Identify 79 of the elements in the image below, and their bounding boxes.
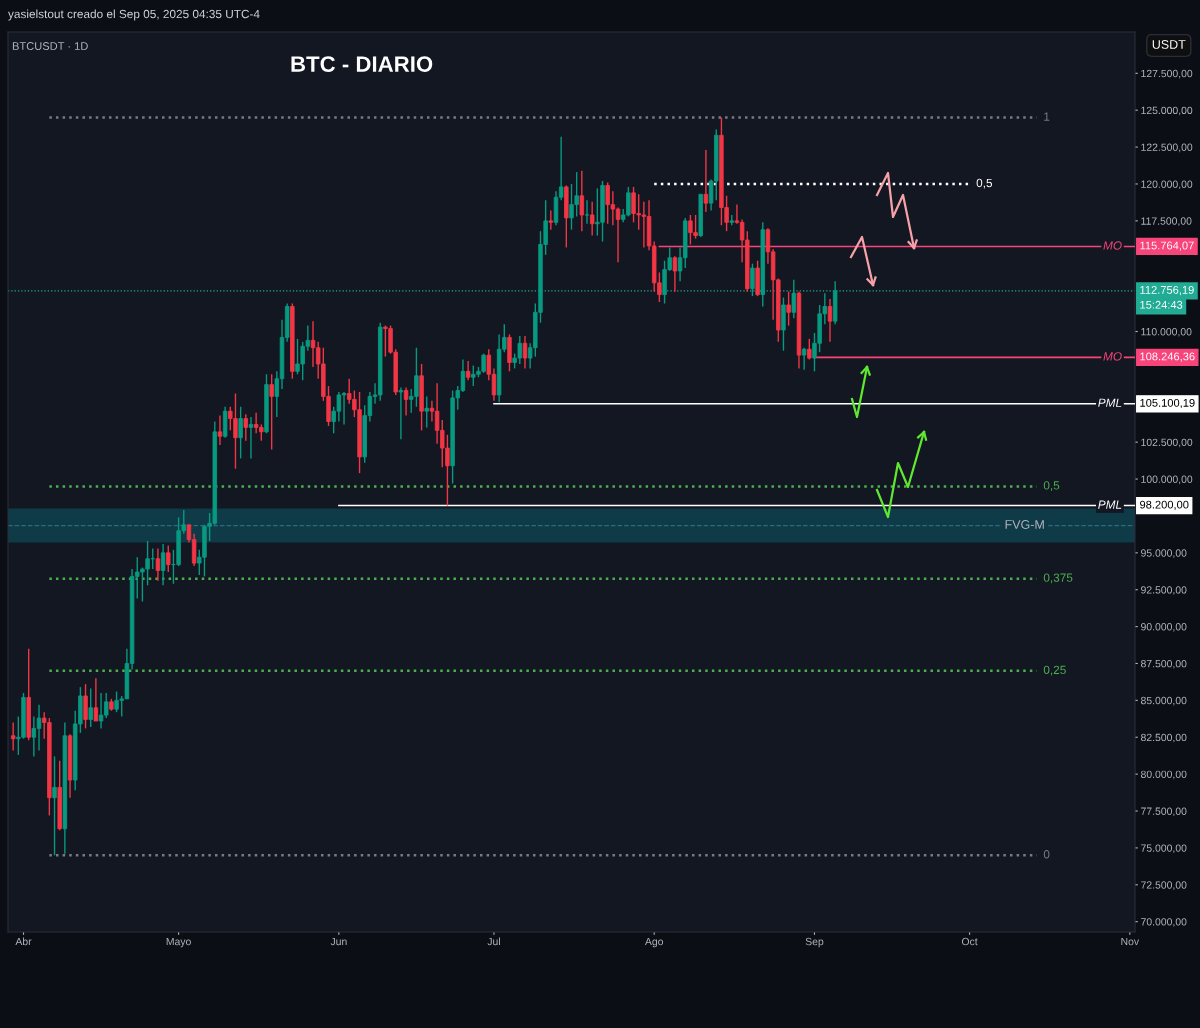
y-tick-label: 100.000,00 xyxy=(1141,475,1193,485)
x-tick-label: Oct xyxy=(961,937,978,946)
candlestick xyxy=(155,547,161,582)
candlestick xyxy=(672,255,678,293)
x-tick-label: Jul xyxy=(487,937,500,946)
series-label: 1 xyxy=(1044,112,1050,121)
candlestick xyxy=(166,544,171,573)
y-tick-label: 77.500,00 xyxy=(1141,807,1187,817)
candlestick xyxy=(827,298,833,343)
text: BTCUSDT · 1D xyxy=(12,42,88,50)
text: BTC - DIARIO xyxy=(291,56,433,72)
data-label: 108.246,36 xyxy=(1140,352,1195,362)
y-tick-label: 102.500,00 xyxy=(1141,438,1193,448)
y-tick-label: 85.000,00 xyxy=(1141,696,1187,706)
y-tick-label: 122.500,00 xyxy=(1141,143,1193,153)
candlestick xyxy=(217,414,223,446)
candlestick xyxy=(465,360,471,381)
candlestick xyxy=(52,755,57,856)
candlestick xyxy=(589,200,595,237)
candlestick xyxy=(703,149,709,213)
y-tick-label: 75.000,00 xyxy=(1141,844,1187,854)
series-label: 0,375 xyxy=(1043,573,1073,584)
candlestick xyxy=(160,543,166,586)
band-label: FVG-M xyxy=(1005,520,1044,529)
candlestick xyxy=(269,373,274,451)
candlestick xyxy=(801,347,807,371)
series-label: 0,5 xyxy=(976,178,993,189)
candlestick xyxy=(791,279,797,319)
y-tick-label: 127.500,00 xyxy=(1141,69,1193,79)
candlestick xyxy=(83,683,88,730)
candlestick xyxy=(807,338,812,361)
candlestick xyxy=(750,262,755,297)
text: 15:24:43 xyxy=(1140,300,1183,309)
candlestick xyxy=(88,687,93,728)
legend-label: PML xyxy=(1098,500,1122,509)
y-tick-label: 87.500,00 xyxy=(1141,659,1187,669)
candlestick xyxy=(548,209,554,231)
candlestick xyxy=(398,386,404,440)
y-axis-title: USDT xyxy=(1152,40,1186,49)
y-tick-label: 72.500,00 xyxy=(1141,881,1187,890)
candlestick xyxy=(248,416,254,460)
text: yasielstout creado el Sep 05, 2025 04:35 UTC-4 xyxy=(8,9,260,21)
y-tick-label: 110.000,00 xyxy=(1141,328,1192,337)
series-label: MO xyxy=(1103,241,1122,250)
series-label: 0 xyxy=(1043,850,1050,859)
x-tick-label: Sep xyxy=(805,937,824,948)
candlestick xyxy=(522,335,528,370)
y-tick-label: 80.000,00 xyxy=(1141,770,1187,780)
candlestick xyxy=(10,721,16,752)
y-tick-label: 117.500,00 xyxy=(1141,217,1192,226)
x-tick-label: Jun xyxy=(330,937,347,946)
x-tick-label: Ago xyxy=(644,937,664,948)
y-tick-label: 82.500,00 xyxy=(1141,733,1187,743)
data-label: 98.200,00 xyxy=(1140,500,1189,510)
y-tick-label: 125.000,00 xyxy=(1141,106,1193,116)
y-tick-label: 95.000,00 xyxy=(1141,549,1187,558)
data-label: 115.764,07 xyxy=(1140,241,1194,251)
y-tick-label: 120.000,00 xyxy=(1141,180,1193,190)
y-tick-label: 92.500,00 xyxy=(1141,586,1187,595)
candlestick xyxy=(243,413,249,442)
y-tick-label: 90.000,00 xyxy=(1141,623,1187,632)
ref-line-label: 112.756,19 xyxy=(1140,285,1194,296)
x-tick-label: Nov xyxy=(1121,937,1140,946)
x-tick-label: Mayo xyxy=(166,937,191,948)
data-label: 105.100,19 xyxy=(1140,398,1195,409)
series-label: MO xyxy=(1103,352,1122,361)
candlestick xyxy=(579,169,585,232)
candlestick xyxy=(93,677,99,722)
candlestick xyxy=(238,406,243,460)
candlestick xyxy=(584,199,590,225)
x-tick-label: Abr xyxy=(15,937,32,946)
series-label: PML xyxy=(1098,398,1122,407)
series-label: 0,25 xyxy=(1043,665,1066,676)
candlestick xyxy=(403,386,409,417)
candlestick xyxy=(424,395,429,429)
candlestick xyxy=(786,290,791,327)
series-label: 0,5 xyxy=(1043,481,1060,491)
candlestick xyxy=(31,715,37,758)
y-tick-label: 70.000,00 xyxy=(1141,918,1187,927)
